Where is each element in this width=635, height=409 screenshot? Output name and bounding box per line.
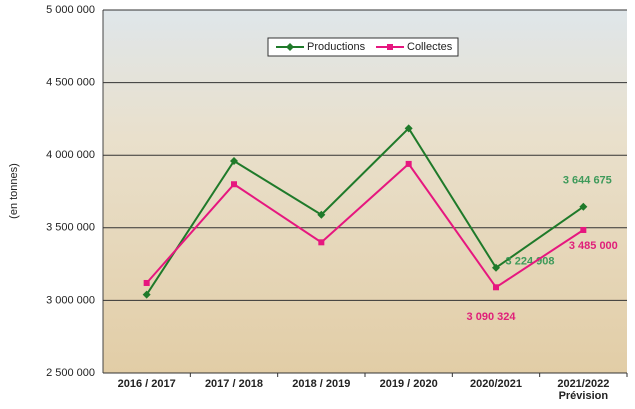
marker: [143, 279, 150, 286]
y-axis-label: (en tonnes): [8, 163, 20, 219]
series-line: [145, 126, 584, 296]
x-tick-label: 2017 / 2018: [205, 378, 263, 390]
x-tick-label: 2020/2021: [470, 378, 522, 390]
y-tick-label: 3 500 000: [46, 222, 95, 234]
value-label: 3 485 000: [569, 240, 618, 252]
marker: [404, 124, 413, 133]
marker: [317, 210, 326, 219]
x-tick-label: 2019 / 2020: [380, 378, 438, 390]
marker: [230, 157, 238, 166]
legend-label: Productions: [307, 41, 366, 53]
value-label: 3 224 908: [506, 256, 555, 268]
y-tick-label: 4 000 000: [46, 149, 95, 161]
series-line: [145, 162, 584, 289]
marker: [579, 202, 588, 211]
marker: [580, 226, 587, 233]
value-label: 3 644 675: [563, 175, 612, 187]
x-tick-label: 2021/2022: [557, 378, 609, 390]
y-tick-label: 5 000 000: [46, 4, 95, 16]
legend-label: Collectes: [407, 41, 453, 53]
marker: [492, 263, 500, 272]
y-tick-label: 2 500 000: [46, 367, 95, 379]
marker: [231, 181, 237, 188]
legend-marker: [286, 43, 294, 51]
x-tick-label: 2018 / 2019: [292, 378, 350, 390]
legend-box: [267, 37, 459, 57]
y-tick-label: 4 500 000: [46, 77, 95, 89]
marker: [405, 160, 412, 167]
y-tick-label: 3 000 000: [46, 294, 95, 306]
x-tick-sublabel: Prévision: [559, 390, 609, 402]
plot-background: [103, 10, 627, 373]
legend-marker: [387, 44, 393, 50]
x-tick-label: 2016 / 2017: [118, 378, 176, 390]
value-label: 3 090 324: [467, 311, 517, 323]
marker: [493, 284, 499, 291]
marker: [318, 239, 325, 246]
marker: [142, 290, 151, 299]
